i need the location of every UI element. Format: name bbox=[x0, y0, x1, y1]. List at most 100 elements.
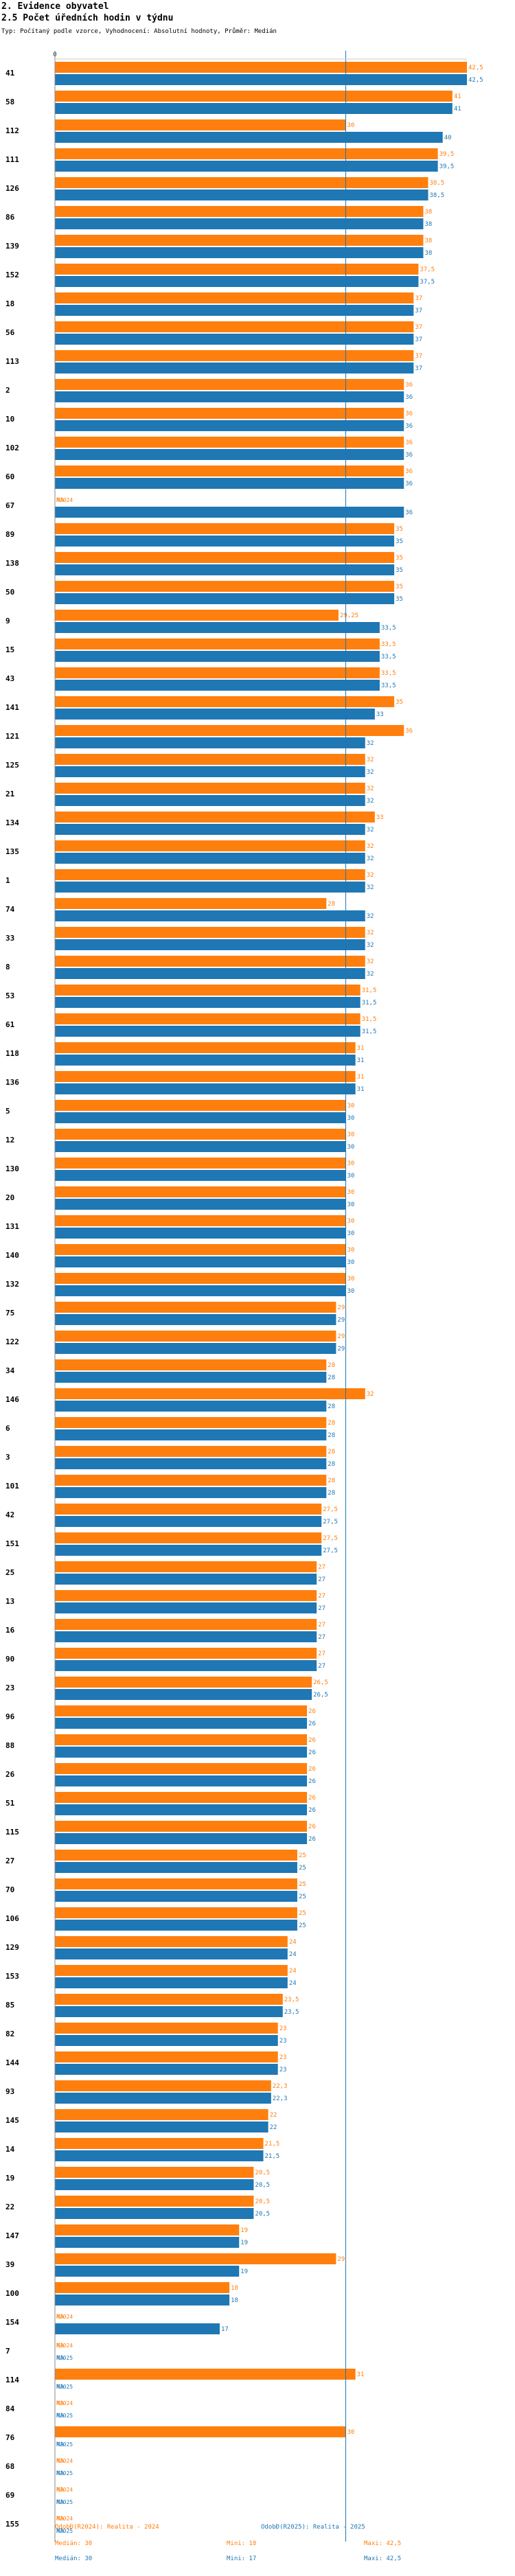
value-label: 37 bbox=[415, 365, 422, 372]
value-label: 33 bbox=[376, 711, 384, 718]
value-label: 23 bbox=[279, 2054, 287, 2061]
bar bbox=[55, 1112, 346, 1123]
value-label: NA bbox=[56, 2413, 64, 2419]
bar bbox=[55, 334, 414, 345]
value-label: 30 bbox=[347, 1160, 355, 1167]
category-label: 19 bbox=[5, 2174, 14, 2183]
category-label: 5 bbox=[5, 1107, 10, 1116]
bar bbox=[55, 783, 365, 794]
bar bbox=[55, 478, 404, 489]
bar bbox=[55, 1141, 346, 1152]
value-label: 27 bbox=[318, 1576, 325, 1583]
value-label: 30 bbox=[347, 1230, 355, 1237]
value-label: 32 bbox=[367, 930, 374, 936]
value-label: 36 bbox=[405, 411, 413, 417]
bar bbox=[55, 1446, 327, 1457]
value-label: 18 bbox=[231, 2297, 238, 2304]
category-label: 23 bbox=[5, 1683, 14, 1692]
value-label: 36 bbox=[405, 382, 413, 389]
series-label: R2024 bbox=[56, 2487, 73, 2493]
series-label: R2024 bbox=[56, 2400, 73, 2406]
bar bbox=[55, 1026, 360, 1037]
value-label: 26 bbox=[308, 1766, 316, 1773]
value-label: 20,5 bbox=[255, 2170, 270, 2176]
value-label: 24 bbox=[289, 1951, 297, 1958]
value-label: 41 bbox=[454, 93, 461, 100]
value-label: 37 bbox=[415, 295, 422, 302]
value-label: 31,5 bbox=[362, 987, 377, 994]
value-label: 21,5 bbox=[265, 2141, 280, 2148]
series-label: R2025 bbox=[56, 2499, 73, 2505]
category-label: 145 bbox=[5, 2116, 19, 2125]
value-label: 30 bbox=[347, 1288, 355, 1295]
value-label: 30 bbox=[347, 1259, 355, 1266]
series-label: R2025 bbox=[56, 2441, 73, 2448]
value-label: 33,5 bbox=[381, 670, 396, 677]
value-label: NA bbox=[56, 2487, 64, 2494]
category-label: 21 bbox=[5, 790, 15, 798]
value-label: 32 bbox=[367, 827, 374, 833]
value-label: 31,5 bbox=[362, 1016, 377, 1023]
bar bbox=[55, 1545, 322, 1556]
category-label: 26 bbox=[5, 1770, 15, 1779]
bar bbox=[55, 737, 365, 748]
value-label: 25 bbox=[299, 1881, 306, 1888]
bar bbox=[55, 2167, 254, 2178]
legend-r2024-max: Maxi: 42,5 bbox=[364, 2540, 402, 2547]
bar bbox=[55, 1516, 322, 1527]
value-label: 26 bbox=[308, 1708, 316, 1715]
value-label: 36 bbox=[405, 728, 413, 735]
value-label: 22,3 bbox=[273, 2095, 288, 2102]
bar bbox=[55, 1602, 317, 1613]
value-label: 18 bbox=[231, 2285, 238, 2292]
bar bbox=[55, 1100, 346, 1111]
value-label: 41 bbox=[454, 106, 461, 113]
value-label: 35 bbox=[396, 596, 403, 603]
bar bbox=[55, 132, 443, 143]
category-label: 58 bbox=[5, 97, 14, 106]
bar bbox=[55, 2295, 230, 2305]
bar bbox=[55, 1532, 322, 1543]
value-label: 32 bbox=[367, 740, 374, 747]
category-label: 100 bbox=[5, 2289, 19, 2298]
value-label: 36 bbox=[405, 394, 413, 401]
bar bbox=[55, 1458, 327, 1469]
value-label: 22 bbox=[270, 2124, 277, 2131]
bar bbox=[55, 593, 395, 604]
category-label: 22 bbox=[5, 2203, 14, 2211]
bar bbox=[55, 1862, 297, 1873]
bar bbox=[55, 1850, 297, 1861]
value-label: 28 bbox=[328, 1449, 335, 1456]
category-label: 12 bbox=[5, 1136, 14, 1145]
bar bbox=[55, 1273, 346, 1284]
value-label: 30 bbox=[347, 1276, 355, 1283]
value-label: 29 bbox=[337, 1317, 345, 1324]
value-label: 31 bbox=[357, 2371, 365, 2378]
value-label: 30 bbox=[347, 1247, 355, 1254]
value-label: 27 bbox=[318, 1634, 325, 1641]
value-label: 25 bbox=[299, 1865, 306, 1872]
category-label: 122 bbox=[5, 1337, 19, 1346]
category-label: 85 bbox=[5, 2001, 14, 2010]
value-label: 23,5 bbox=[284, 2009, 299, 2016]
value-label: NA bbox=[56, 2343, 64, 2349]
category-label: 129 bbox=[5, 1943, 19, 1952]
value-label: 20,5 bbox=[255, 2182, 270, 2189]
value-label: 27 bbox=[318, 1564, 325, 1571]
category-label: 3 bbox=[5, 1453, 10, 1462]
value-label: 38,5 bbox=[430, 192, 445, 199]
bar bbox=[55, 1343, 336, 1354]
category-label: 60 bbox=[5, 472, 14, 481]
bar bbox=[55, 1013, 360, 1024]
bar bbox=[55, 235, 424, 246]
category-label: 50 bbox=[5, 588, 14, 597]
value-label: 28 bbox=[328, 1477, 335, 1484]
bar bbox=[55, 1170, 346, 1181]
bar bbox=[55, 985, 360, 996]
category-label: 43 bbox=[5, 674, 14, 683]
value-label: 30 bbox=[347, 1218, 355, 1225]
value-label: NA bbox=[56, 2458, 64, 2465]
value-label: 30 bbox=[347, 1173, 355, 1180]
bar bbox=[55, 1705, 308, 1716]
category-label: 16 bbox=[5, 1626, 15, 1635]
